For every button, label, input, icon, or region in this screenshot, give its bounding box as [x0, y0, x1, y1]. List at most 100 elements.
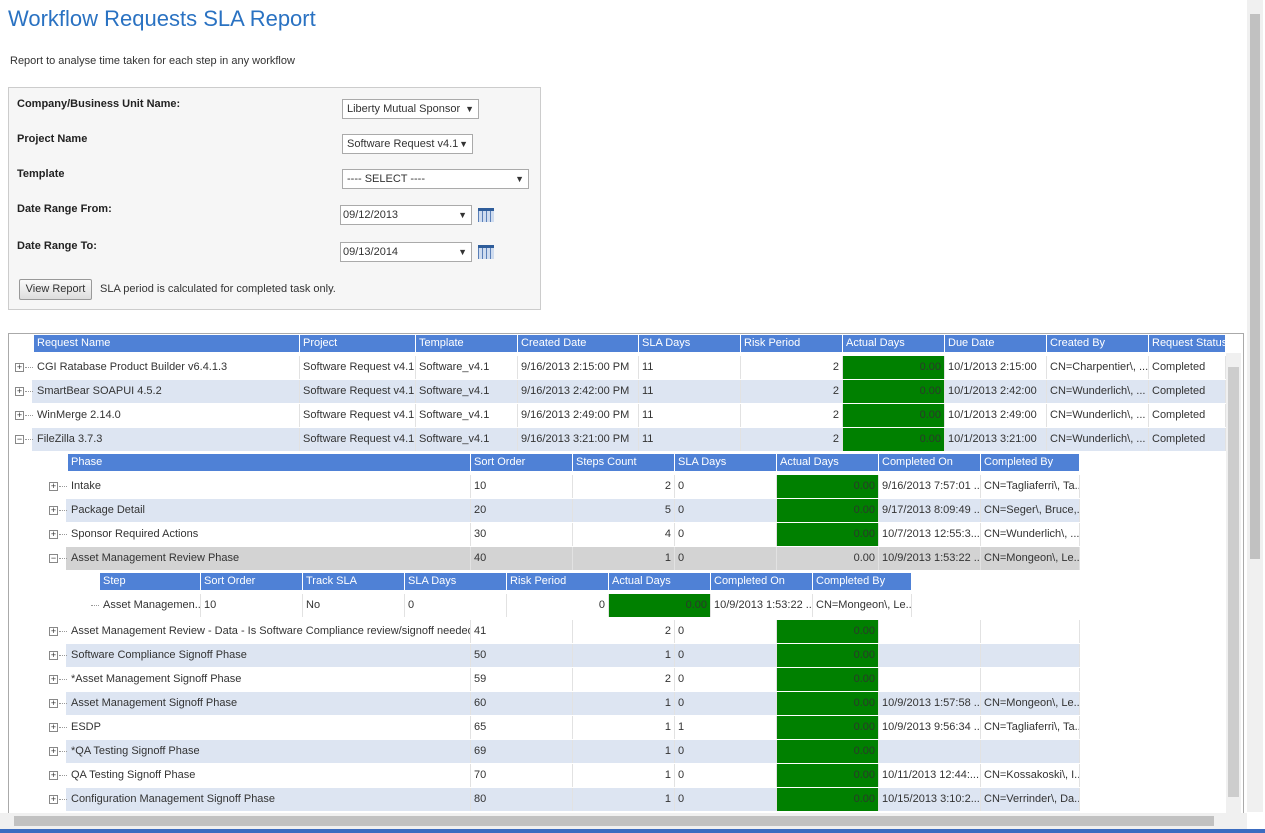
calendar-icon[interactable]	[478, 208, 494, 222]
description: Report to analyse time taken for each st…	[10, 55, 295, 67]
select[interactable]: ---- SELECT ----	[342, 169, 529, 189]
cell: 1	[573, 644, 675, 667]
column-header: Sort Order	[471, 454, 573, 471]
cell: 9/16/2013 2:15:00 PM	[518, 356, 639, 379]
date-input[interactable]: 09/13/2014	[340, 242, 472, 262]
expander[interactable]: +	[49, 771, 58, 780]
cell: CN=Mongeon\, Le...	[981, 547, 1080, 570]
horizontal-scrollbar[interactable]	[0, 813, 1247, 829]
expander[interactable]: +	[49, 506, 58, 515]
cell	[981, 644, 1080, 667]
cell	[879, 668, 981, 691]
column-header: Completed By	[813, 573, 912, 590]
expander[interactable]: +	[49, 675, 58, 684]
cell: 2	[573, 620, 675, 643]
cell: 0.00	[777, 716, 879, 739]
expander[interactable]: −	[15, 435, 24, 444]
date-input[interactable]: 09/12/2013	[340, 205, 472, 225]
expander[interactable]: +	[49, 530, 58, 539]
cell: 2	[741, 356, 843, 379]
cell: 0	[675, 523, 777, 546]
cell: 10/11/2013 12:44:...	[879, 764, 981, 787]
cell: Asset Management Review Phase	[68, 547, 471, 570]
cell	[879, 644, 981, 667]
cell: 11	[639, 404, 741, 427]
column-header: Phase	[68, 454, 471, 471]
cell: 0.00	[843, 404, 945, 427]
cell: SmartBear SOAPUI 4.5.2	[34, 380, 300, 403]
cell: 9/16/2013 2:42:00 PM	[518, 380, 639, 403]
expander[interactable]: +	[49, 627, 58, 636]
cell: 10/15/2013 3:10:2...	[879, 788, 981, 811]
cell	[981, 668, 1080, 691]
cell: 10/9/2013 1:53:22 ...	[711, 594, 813, 617]
cell: Completed	[1149, 404, 1226, 427]
cell: *Asset Management Signoff Phase	[68, 668, 471, 691]
vertical-scrollbar[interactable]	[1247, 0, 1263, 812]
expander[interactable]: +	[49, 699, 58, 708]
cell: Package Detail	[68, 499, 471, 522]
cell: 10/1/2013 2:49:00	[945, 404, 1047, 427]
cell: CN=Kossakoski\, I...	[981, 764, 1080, 787]
cell: CN=Seger\, Bruce,...	[981, 499, 1080, 522]
cell: 0.00	[777, 668, 879, 691]
cell: CN=Wunderlich\, ...	[1047, 428, 1149, 451]
expander[interactable]: +	[49, 651, 58, 660]
cell: 2	[741, 428, 843, 451]
cell: 80	[471, 788, 573, 811]
column-header: SLA Days	[639, 335, 741, 352]
expander[interactable]: +	[49, 747, 58, 756]
cell: CN=Mongeon\, Le...	[981, 692, 1080, 715]
cell: 0.00	[843, 380, 945, 403]
column-header: Completed On	[879, 454, 981, 471]
cell: Sponsor Required Actions	[68, 523, 471, 546]
tree-line	[91, 605, 99, 606]
cell: 2	[573, 668, 675, 691]
cell: Asset Management Review - Data - Is Soft…	[68, 620, 471, 643]
cell: 9/16/2013 3:21:00 PM	[518, 428, 639, 451]
cell	[879, 740, 981, 763]
cell: Configuration Management Signoff Phase	[68, 788, 471, 811]
tree-line	[25, 439, 33, 440]
calendar-icon[interactable]	[478, 245, 494, 259]
cell: 2	[573, 475, 675, 498]
expander[interactable]: +	[49, 723, 58, 732]
tree-line	[59, 510, 67, 511]
inner-scrollbar[interactable]	[1226, 353, 1241, 813]
cell: 10	[471, 475, 573, 498]
tree-line	[25, 367, 33, 368]
expander[interactable]: +	[49, 795, 58, 804]
view-report-button[interactable]: View Report	[19, 279, 92, 300]
cell: CN=Wunderlich\, ...	[981, 523, 1080, 546]
cell: 0.00	[777, 764, 879, 787]
cell: 1	[573, 788, 675, 811]
tree-line	[59, 751, 67, 752]
expander[interactable]: +	[49, 482, 58, 491]
expander[interactable]	[81, 601, 90, 610]
cell: Software_v4.1	[416, 380, 518, 403]
cell: 11	[639, 380, 741, 403]
cell: Software Request v4.1	[300, 356, 416, 379]
expander[interactable]: −	[49, 554, 58, 563]
cell: ESDP	[68, 716, 471, 739]
column-header: Due Date	[945, 335, 1047, 352]
cell: FileZilla 3.7.3	[34, 428, 300, 451]
cell: 0	[675, 499, 777, 522]
column-header: Actual Days	[843, 335, 945, 352]
cell: 0	[405, 594, 507, 617]
note: SLA period is calculated for completed t…	[100, 283, 336, 295]
cell: Software Request v4.1	[300, 428, 416, 451]
cell: 0	[675, 788, 777, 811]
select[interactable]: Software Request v4.1	[342, 134, 473, 154]
expander[interactable]: +	[15, 363, 24, 372]
cell: CN=Charpentier\, ...	[1047, 356, 1149, 379]
column-header: Risk Period	[741, 335, 843, 352]
expander[interactable]: +	[15, 387, 24, 396]
cell: Completed	[1149, 380, 1226, 403]
cell: 10/9/2013 1:57:58 ...	[879, 692, 981, 715]
expander[interactable]: +	[15, 411, 24, 420]
cell: 69	[471, 740, 573, 763]
cell: 0.00	[843, 356, 945, 379]
select[interactable]: Liberty Mutual Sponsor	[342, 99, 479, 119]
tree-line	[25, 391, 33, 392]
